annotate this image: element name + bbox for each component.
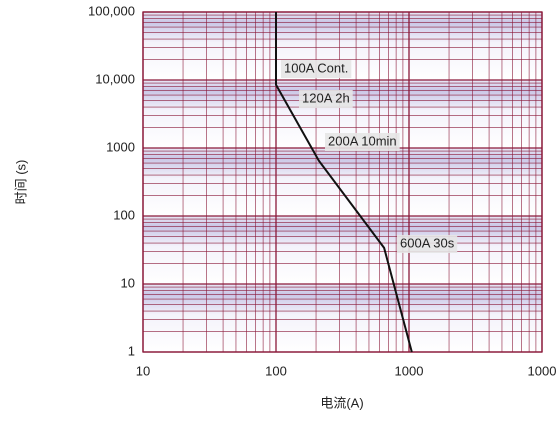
y-tick-label: 10 bbox=[121, 275, 135, 290]
annotation-box bbox=[397, 235, 458, 253]
y-tick-label: 100 bbox=[113, 207, 135, 222]
y-tick-label: 10,000 bbox=[95, 71, 135, 86]
y-tick-label: 1000 bbox=[106, 139, 135, 154]
x-axis-label: 电流(A) bbox=[320, 395, 363, 410]
y-tick-label: 1 bbox=[128, 343, 135, 358]
decade-band bbox=[143, 284, 542, 352]
x-tick-label: 10 bbox=[136, 363, 150, 378]
x-tick-label: 1000 bbox=[528, 363, 557, 378]
annotation-text: 100A Cont. bbox=[284, 60, 348, 75]
y-tick-label: 100,000 bbox=[88, 3, 135, 18]
annotation: 600A 30s bbox=[397, 235, 458, 253]
annotation-text: 120A 2h bbox=[302, 90, 350, 105]
annotation-box bbox=[299, 90, 353, 108]
x-tick-label: 100 bbox=[265, 363, 287, 378]
annotation: 120A 2h bbox=[299, 90, 353, 108]
annotation-box bbox=[281, 60, 352, 78]
plot-frame bbox=[142, 11, 543, 353]
decade-band bbox=[143, 216, 542, 284]
y-axis-label: 时间 (s) bbox=[13, 160, 28, 205]
x-tick-label: 1000 bbox=[395, 363, 424, 378]
curve bbox=[275, 12, 413, 353]
decade-band bbox=[143, 148, 542, 216]
annotation-text: 600A 30s bbox=[400, 235, 455, 250]
annotation-text: 200A 10min bbox=[328, 133, 397, 148]
annotation-box bbox=[325, 133, 400, 151]
annotation: 100A Cont. bbox=[281, 60, 352, 78]
annotation: 200A 10min bbox=[325, 133, 400, 151]
